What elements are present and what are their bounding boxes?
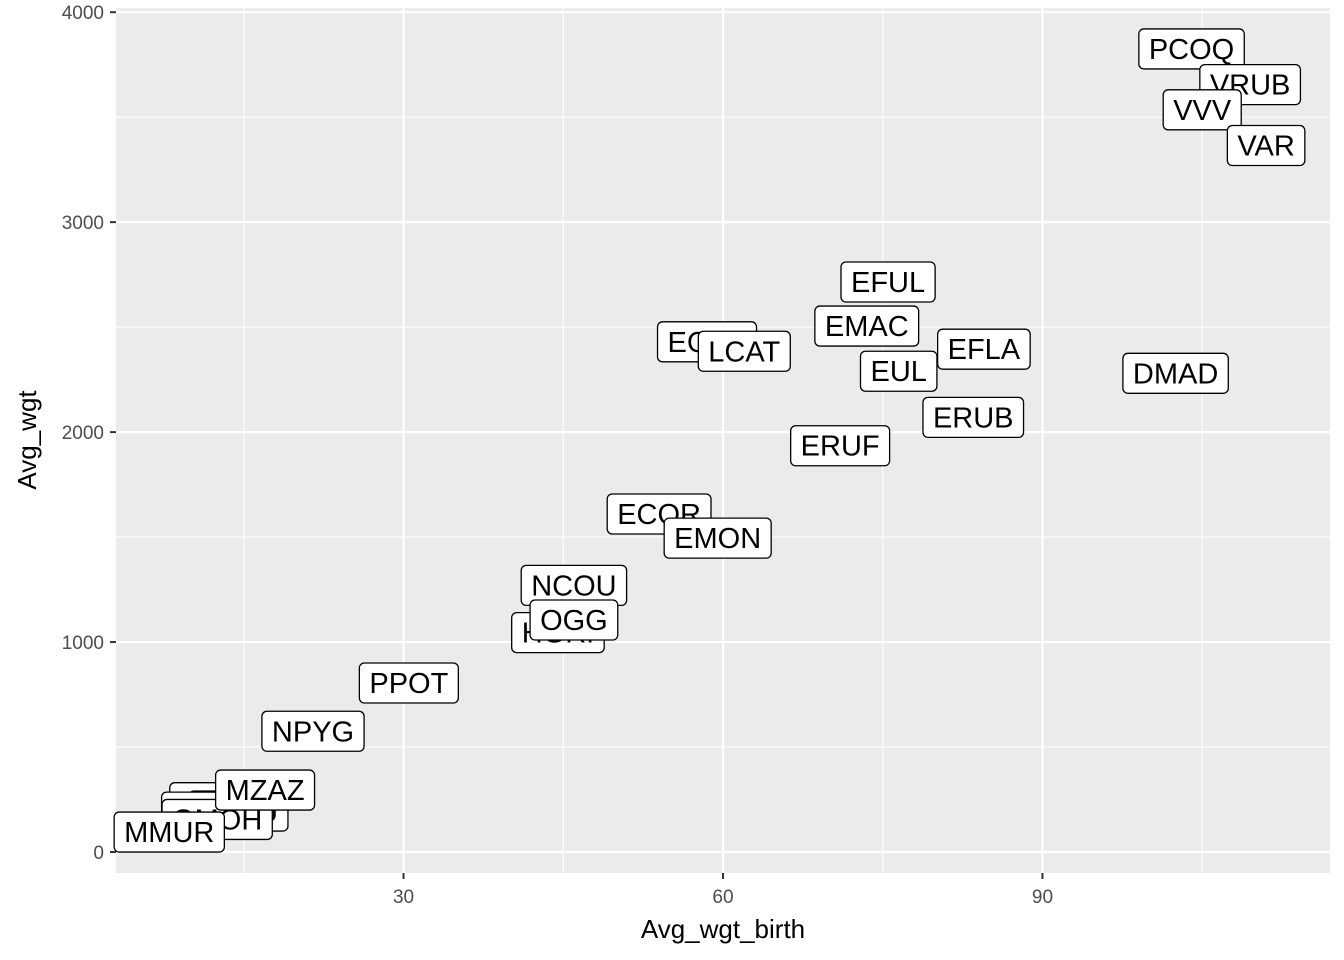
point-label-box <box>936 328 1031 370</box>
y-tick-label: 3000 <box>62 213 104 234</box>
y-tick-label: 0 <box>93 843 104 864</box>
point-label: ERUB <box>922 396 1025 439</box>
point-label-text: DMAD <box>1133 358 1218 390</box>
point-label: LCAT <box>697 330 791 372</box>
point-label-text: PCOQ <box>1149 34 1234 66</box>
point-label-text: MMUR <box>124 817 214 849</box>
point-label: MMUR <box>113 811 225 853</box>
x-tick-label: 30 <box>393 887 414 908</box>
point-label: PCOQ <box>1138 28 1245 70</box>
point-label-text: EFUL <box>851 267 925 299</box>
point-label-box <box>1122 352 1229 394</box>
point-label-text: ERUF <box>801 431 880 463</box>
point-label: EMAC <box>814 305 920 347</box>
point-label: DMAD <box>1122 352 1229 394</box>
point-label-box <box>697 330 791 372</box>
point-label-box <box>663 517 772 559</box>
x-tick-label: 90 <box>1032 887 1053 908</box>
point-label-box <box>358 662 459 704</box>
point-label: NPYG <box>261 710 365 752</box>
point-label-box <box>214 769 316 811</box>
point-label-text: LCAT <box>708 336 780 368</box>
point-label-text: EUL <box>870 356 926 388</box>
point-label-text: OGG <box>540 605 608 637</box>
x-axis-title: Avg_wgt_birth <box>641 914 805 944</box>
point-label: VVV <box>1162 89 1242 131</box>
point-label-box <box>790 425 891 467</box>
point-label: VAR <box>1226 124 1306 167</box>
point-label: OGG <box>529 599 619 641</box>
y-axis-title: Avg_wgt <box>12 390 42 490</box>
point-label-box <box>1226 124 1306 167</box>
point-label-box <box>922 396 1025 439</box>
x-tick-label: 60 <box>712 887 733 908</box>
point-label-box <box>1138 28 1245 70</box>
point-label-box <box>859 350 938 392</box>
point-label: ERUF <box>790 425 891 467</box>
point-label-text: PPOT <box>369 668 448 700</box>
y-tick-label: 1000 <box>62 633 104 654</box>
point-label: EUL <box>859 350 938 392</box>
point-label: PPOT <box>358 662 459 704</box>
axes: 30 60 90 0 1000 2000 3000 4000 <box>62 3 1053 908</box>
point-label: EFLA <box>936 328 1031 370</box>
point-label: EFUL <box>840 261 936 303</box>
point-label: NCOU <box>520 564 628 607</box>
point-label: MZAZ <box>214 769 316 811</box>
point-label-text: ERUB <box>933 402 1014 434</box>
point-label-box <box>1162 89 1242 131</box>
point-label-text: EMON <box>674 523 761 555</box>
point-label-text: MZAZ <box>226 775 305 807</box>
point-label-text: EMAC <box>825 311 909 343</box>
point-label-text: VAR <box>1237 131 1294 163</box>
point-label-text: NPYG <box>272 716 354 748</box>
point-label-text: VVV <box>1173 95 1232 127</box>
point-label-box <box>529 599 619 641</box>
point-label-box <box>261 710 365 752</box>
point-label-text: NCOU <box>531 570 616 602</box>
major-gridlines <box>116 8 1330 873</box>
point-label: EMON <box>663 517 772 559</box>
y-tick-label: 2000 <box>62 423 104 444</box>
point-label-box <box>814 305 920 347</box>
point-label-box <box>840 261 936 303</box>
point-labels: PCOQVRUBVVVVAREFULEMACECOLLCATEFLAEULDMA… <box>113 28 1306 853</box>
y-tick-label: 4000 <box>62 3 104 24</box>
point-label-box <box>113 811 225 853</box>
point-label-text: EFLA <box>948 334 1021 366</box>
